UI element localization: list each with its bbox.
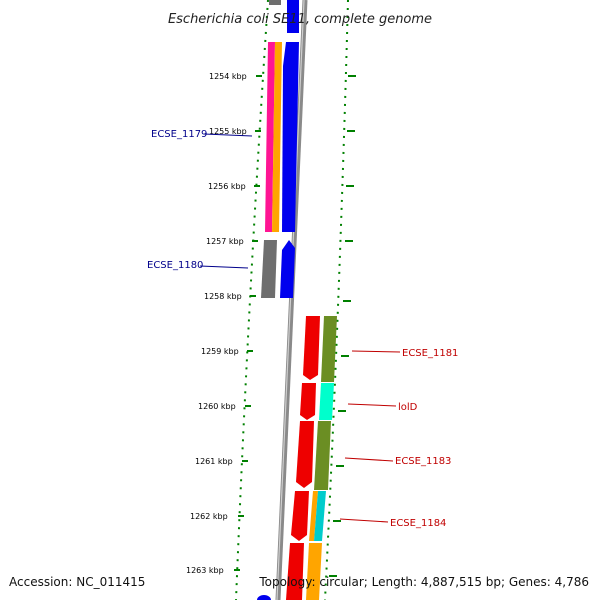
orange-feature-bottom bbox=[306, 543, 322, 600]
cyan-feature-ecse-1184 bbox=[314, 491, 326, 541]
tick-label: 1254 kbp bbox=[209, 72, 247, 81]
accession-label: Accession: NC_011415 bbox=[9, 575, 145, 589]
map-title: Escherichia coli SE11, complete genome bbox=[168, 12, 432, 27]
tick-labels: 1254 kbp 1255 kbp 1256 kbp 1257 kbp 1258… bbox=[186, 72, 247, 575]
reverse-cds-ecse-1184 bbox=[291, 491, 309, 541]
forward-feature-bottom bbox=[257, 595, 271, 600]
genome-backbone bbox=[275, 0, 308, 600]
reverse-cds-lolD bbox=[300, 383, 316, 420]
tick-label: 1262 kbp bbox=[190, 512, 228, 521]
genome-backbone-highlight bbox=[276, 0, 305, 600]
gene-label-ecse-1179[interactable]: ECSE_1179 bbox=[151, 129, 207, 140]
orange-feature-ecse-1184 bbox=[309, 491, 318, 541]
topology-summary: Topology: circular; Length: 4,887,515 bp… bbox=[258, 575, 589, 589]
pointer-lolD bbox=[347, 403, 397, 407]
gene-label-ecse-1183[interactable]: ECSE_1183 bbox=[395, 456, 451, 467]
tick-label: 1256 kbp bbox=[208, 182, 246, 191]
tick-label: 1259 kbp bbox=[201, 347, 239, 356]
label-pointers bbox=[199, 133, 401, 523]
reverse-cds-ecse-1181 bbox=[303, 316, 320, 380]
pink-feature bbox=[265, 42, 275, 232]
pointer-ecse-1183 bbox=[344, 457, 394, 462]
gene-label-ecse-1181[interactable]: ECSE_1181 bbox=[402, 348, 458, 359]
gene-label-ecse-1184[interactable]: ECSE_1184 bbox=[390, 518, 446, 529]
reverse-strand-features bbox=[257, 316, 337, 600]
olive-feature-ecse-1183 bbox=[314, 421, 331, 490]
tick-label: 1260 kbp bbox=[198, 402, 236, 411]
gene-labels: ECSE_1179 ECSE_1180 ECSE_1181 lolD ECSE_… bbox=[147, 129, 458, 529]
left-tick-marks bbox=[234, 75, 262, 571]
right-tick-marks bbox=[329, 75, 356, 577]
forward-strand-features bbox=[261, 0, 299, 298]
tick-label: 1257 kbp bbox=[206, 237, 244, 246]
pointer-ecse-1181 bbox=[351, 350, 401, 353]
tick-label: 1263 kbp bbox=[186, 566, 224, 575]
pointer-ecse-1180 bbox=[199, 265, 249, 269]
gene-label-lolD[interactable]: lolD bbox=[398, 402, 418, 413]
forward-cds-top bbox=[287, 0, 299, 33]
reverse-cds-ecse-1183 bbox=[296, 421, 314, 488]
tick-label: 1255 kbp bbox=[209, 127, 247, 136]
tick-label: 1258 kbp bbox=[204, 292, 242, 301]
gray-feature-top bbox=[269, 0, 281, 5]
pointer-ecse-1184 bbox=[339, 518, 389, 523]
olive-feature-ecse-1181 bbox=[321, 316, 337, 382]
forward-cds-ecse-1179 bbox=[282, 42, 299, 232]
gene-label-ecse-1180[interactable]: ECSE_1180 bbox=[147, 260, 203, 271]
orange-feature bbox=[272, 42, 282, 232]
pointer-ecse-1179 bbox=[203, 133, 253, 137]
aqua-feature-lolD bbox=[319, 383, 334, 420]
tick-label: 1261 kbp bbox=[195, 457, 233, 466]
forward-cds-lower bbox=[280, 240, 295, 298]
reverse-cds-bottom bbox=[286, 543, 304, 600]
gray-feature-ecse-1180 bbox=[261, 240, 277, 298]
